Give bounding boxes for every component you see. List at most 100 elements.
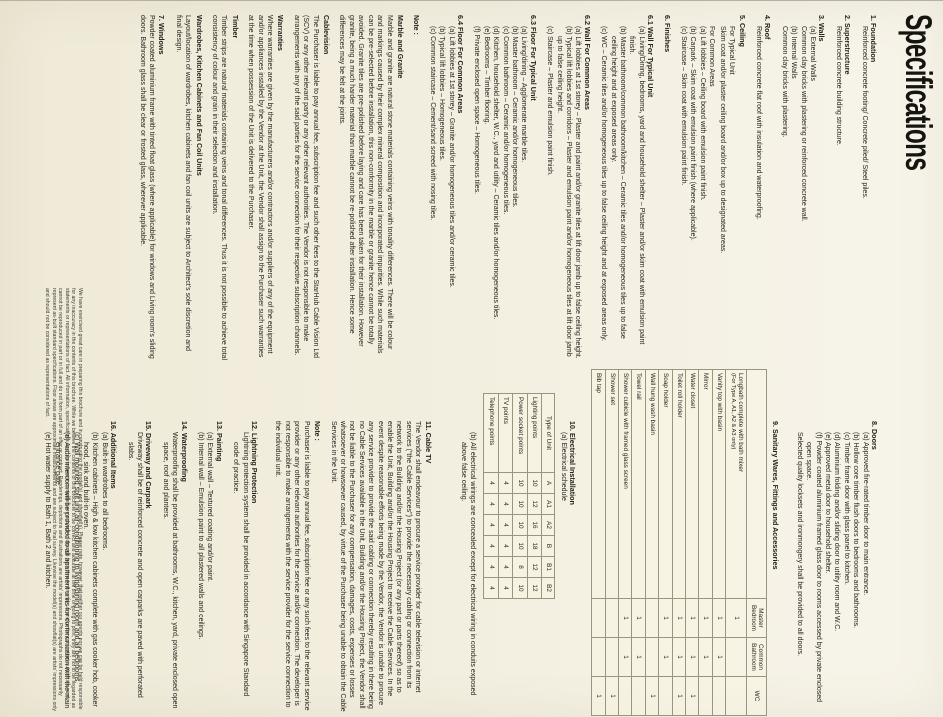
- table-cell: 1: [685, 598, 699, 638]
- unit-type-header: A1: [541, 493, 555, 515]
- sanitary-wares-table: Master Bedroom Common Bathroom WC Longbath …: [591, 369, 767, 716]
- table-row: Wall hung wash basin 1: [645, 369, 659, 716]
- row-label: Shower cubicle with framed glass screen: [618, 369, 632, 599]
- spec-line: (a) Lift lobbies at 1st storey – Granite…: [447, 26, 455, 288]
- spec-line: Driveway shall be of reinforced concrete…: [126, 432, 144, 698]
- row-label: Bib tap: [591, 369, 606, 599]
- spec-paragraph: Where warranties are given by the manufa…: [247, 15, 274, 358]
- unit-type-header: A: [541, 472, 555, 494]
- table-cell: 4: [498, 493, 513, 515]
- table-cell: 1: [712, 598, 726, 638]
- table-row: TV points 4 4 4 4 4 4: [498, 393, 513, 599]
- table-cell: [725, 637, 747, 677]
- row-label: Mirror: [699, 369, 713, 599]
- table-cell: [645, 637, 659, 677]
- page-title: Specifications: [898, 14, 939, 171]
- spec-line: (b) Master bathroom/common bathroom/kitc…: [609, 26, 627, 339]
- section-heading: 11. Cable TV: [423, 421, 433, 464]
- note-heading: Cablevision: [322, 15, 330, 55]
- table-cell: [725, 676, 747, 716]
- table-row: Soap holder 1 1: [658, 369, 673, 716]
- spec-paragraph: The Vendor shall endeavour to procure a …: [329, 421, 422, 712]
- table-cell: 1: [645, 676, 659, 716]
- table-row: Vanity top with basin 1 1: [712, 369, 726, 716]
- section-heading: 6.4 Floor For Common Areas: [455, 15, 465, 114]
- spec-line: (a) Electrical schedule: [559, 432, 567, 501]
- table-cell: [591, 598, 606, 638]
- table-cell: 10: [527, 472, 542, 494]
- sub-heading: For Common Areas: [708, 26, 716, 87]
- table-cell: 1: [631, 598, 646, 638]
- table-cell: 1: [591, 676, 606, 716]
- spec-line: (b) Typical lift lobbies – Homogeneous t…: [438, 26, 446, 161]
- section-heading: 1. Foundation: [869, 15, 878, 63]
- table-cell: 4: [483, 535, 499, 557]
- table-cell: [699, 676, 713, 716]
- spec-paragraph: Timber strips are natural materials cont…: [211, 15, 228, 360]
- row-label: Longbath complete with bath mixer (For Ty…: [725, 369, 747, 599]
- table-cell: 8: [512, 556, 528, 578]
- section-heading: 6.1 Wall For Typical Unit: [646, 15, 656, 98]
- note-heading: Warranties: [276, 15, 284, 51]
- section-heading: 6.3 Floor For Typical Unit: [528, 15, 538, 101]
- sub-heading: For Typical Unit: [728, 26, 736, 75]
- row-label-note: (For Type A, A1, A2 & A3 only): [730, 373, 737, 450]
- spec-line: (d) Kitchen, household shelter, W.C., ya…: [492, 26, 500, 320]
- table-column-header: Master Bedroom: [746, 598, 767, 638]
- table-header-row: Master Bedroom Common Bathroom WC: [746, 369, 767, 716]
- table-cell: 4: [483, 493, 499, 515]
- table-cell: [591, 637, 606, 677]
- table-cell: 1: [658, 598, 673, 638]
- spec-line: (b) Typical lift lobbies and corridors –…: [555, 26, 573, 357]
- table-row: Lighting points 10 12 16 18 12 12: [527, 393, 542, 599]
- table-cell: 4: [483, 472, 499, 494]
- section-heading: 14. Waterproofing: [179, 421, 189, 482]
- spec-paragraph: Layout/location of wardrobes, kitchen ca…: [174, 15, 192, 351]
- spec-line: (b) Carpark – Skim coat with emulsion pa…: [689, 26, 697, 241]
- table-cell: 18: [527, 535, 542, 557]
- table-cell: 4: [498, 472, 513, 494]
- section-heading: 3. Walls: [817, 15, 827, 42]
- spec-line: (d) Aluminium folding and/or sliding doo…: [833, 432, 841, 632]
- spec-line: Skim coat and/or plaster ceiling board a…: [718, 26, 726, 254]
- note-heading: Marble and Granite: [395, 15, 403, 79]
- spec-line: (a) Approved fire-rated timber door to m…: [861, 432, 869, 596]
- table-cell: 1: [699, 598, 713, 638]
- table-cell: 10: [512, 472, 528, 494]
- table-cell: 4: [498, 535, 513, 557]
- section-heading: 5. Ceiling: [737, 15, 747, 47]
- table-cell: 1: [618, 637, 632, 677]
- left-column: 1. Foundation Reinforced concrete footing…: [137, 15, 885, 360]
- table-column-header: WC: [746, 676, 767, 716]
- spec-paragraph: Powder coated aluminium frame with tinte…: [138, 15, 155, 359]
- table-cell: [605, 598, 619, 638]
- spec-line: (c) Staircase – Plaster and emulsion pai…: [546, 26, 554, 176]
- table-cell: 4: [498, 577, 513, 599]
- row-label: Towel rail: [631, 369, 646, 599]
- table-cell: 1: [658, 637, 673, 677]
- table-row: Shower set 1: [605, 369, 619, 716]
- table-cell: 16: [527, 514, 542, 536]
- table-cell: 1: [672, 598, 686, 638]
- row-label: Toilet roll holder: [672, 369, 686, 599]
- table-cell: 10: [512, 514, 528, 536]
- spec-line: (c) WC – Ceramic tiles and/or homogeneou…: [600, 26, 608, 342]
- spec-line: (e) Approved metal door to household she…: [823, 432, 831, 574]
- table-cell: 12: [527, 577, 542, 599]
- spec-line: (a) Lift lobbies – Ceiling board with em…: [698, 26, 706, 201]
- spec-line: (b) Kitchen cabinets – High & low kitche…: [82, 432, 99, 707]
- spec-line: (f) Private enclosed open space – Homoge…: [473, 26, 481, 195]
- section-heading: 15. Driveway and Carpark: [144, 421, 154, 509]
- table-cell: 4: [483, 514, 499, 536]
- spec-line: (a) Living/Dining, bedrooms, yard and ho…: [628, 26, 645, 345]
- table-cell: 1: [618, 598, 632, 638]
- section-heading: 4. Roof: [763, 15, 773, 40]
- row-label: Wall hung wash basin: [645, 369, 659, 599]
- row-label: Water closet: [685, 369, 699, 599]
- row-label: Lighting points: [527, 393, 542, 473]
- table-cell: [645, 598, 659, 638]
- spec-line: (b) Internal wall – Emulsion paint to al…: [197, 432, 205, 640]
- table-cell: 4: [498, 514, 513, 536]
